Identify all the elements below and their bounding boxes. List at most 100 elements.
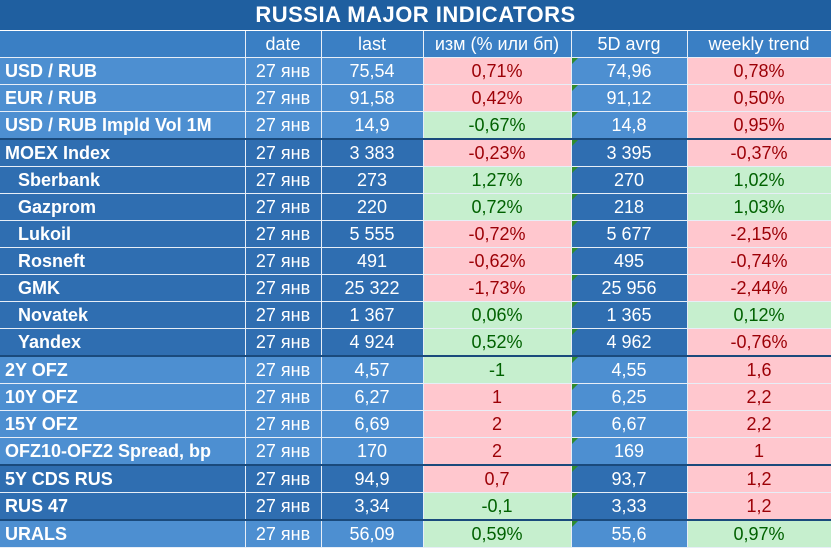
last-value-cell: 491 — [321, 247, 424, 275]
five-day-average-cell: 4,55 — [571, 355, 688, 384]
five-day-average-cell: 55,6 — [571, 519, 688, 548]
last-value-cell: 6,69 — [321, 410, 424, 438]
change-cell: 2 — [423, 410, 572, 438]
weekly-trend-cell: 0,12% — [687, 301, 831, 329]
five-day-average-cell: 495 — [571, 247, 688, 275]
change-cell: -0,23% — [423, 138, 572, 167]
table-row: OFZ10-OFZ2 Spread, bp 27 янв 170 2 169 1 — [0, 437, 831, 466]
table-row: GMK 27 янв 25 322 -1,73% 25 956 -2,44% — [0, 274, 831, 302]
five-day-average-cell: 5 677 — [571, 220, 688, 248]
last-value-cell: 273 — [321, 166, 424, 194]
weekly-trend-cell: 2,2 — [687, 410, 831, 438]
table-row: MOEX Index 27 янв 3 383 -0,23% 3 395 -0,37% — [0, 138, 831, 167]
table-row: 10Y OFZ 27 янв 6,27 1 6,25 2,2 — [0, 383, 831, 411]
indicator-name: USD / RUB Impld Vol 1M — [0, 111, 246, 140]
weekly-trend-cell: -0,37% — [687, 138, 831, 167]
five-day-average-cell: 1 365 — [571, 301, 688, 329]
date-cell: 27 янв — [245, 193, 322, 221]
table-row: 5Y CDS RUS 27 янв 94,9 0,7 93,7 1,2 — [0, 464, 831, 493]
header-change: изм (% или бп) — [423, 31, 572, 58]
change-cell: 2 — [423, 437, 572, 466]
header-weekly-trend: weekly trend — [687, 31, 831, 58]
header-row: date last изм (% или бп) 5D avrg weekly … — [0, 31, 831, 58]
date-cell: 27 янв — [245, 138, 322, 167]
five-day-average-cell: 93,7 — [571, 464, 688, 493]
header-date: date — [245, 31, 322, 58]
table-row: USD / RUB Impld Vol 1M 27 янв 14,9 -0,67% 14… — [0, 111, 831, 140]
date-cell: 27 янв — [245, 437, 322, 466]
table-row: USD / RUB 27 янв 75,54 0,71% 74,96 0,78% — [0, 57, 831, 85]
change-cell: 1,27% — [423, 166, 572, 194]
table-row: URALS 27 янв 56,09 0,59% 55,6 0,97% — [0, 519, 831, 548]
five-day-average-cell: 6,25 — [571, 383, 688, 411]
date-cell: 27 янв — [245, 57, 322, 85]
date-cell: 27 янв — [245, 328, 322, 357]
five-day-average-cell: 4 962 — [571, 328, 688, 357]
weekly-trend-cell: 1,2 — [687, 492, 831, 521]
indicator-name: Lukoil — [0, 220, 246, 248]
weekly-trend-cell: 1,6 — [687, 355, 831, 384]
date-cell: 27 янв — [245, 220, 322, 248]
weekly-trend-cell: 0,97% — [687, 519, 831, 548]
indicator-name: Sberbank — [0, 166, 246, 194]
five-day-average-cell: 74,96 — [571, 57, 688, 85]
five-day-average-cell: 91,12 — [571, 84, 688, 112]
change-cell: -0,72% — [423, 220, 572, 248]
change-cell: -1 — [423, 355, 572, 384]
weekly-trend-cell: 0,50% — [687, 84, 831, 112]
indicator-name: 5Y CDS RUS — [0, 464, 246, 493]
last-value-cell: 75,54 — [321, 57, 424, 85]
last-value-cell: 91,58 — [321, 84, 424, 112]
change-cell: 0,59% — [423, 519, 572, 548]
table-body: USD / RUB 27 янв 75,54 0,71% 74,96 0,78% EUR /… — [0, 57, 831, 548]
table-row: 15Y OFZ 27 янв 6,69 2 6,67 2,2 — [0, 410, 831, 438]
date-cell: 27 янв — [245, 410, 322, 438]
five-day-average-cell: 218 — [571, 193, 688, 221]
five-day-average-cell: 3,33 — [571, 492, 688, 521]
last-value-cell: 56,09 — [321, 519, 424, 548]
date-cell: 27 янв — [245, 274, 322, 302]
five-day-average-cell: 169 — [571, 437, 688, 466]
last-value-cell: 3,34 — [321, 492, 424, 521]
last-value-cell: 6,27 — [321, 383, 424, 411]
change-cell: -0,67% — [423, 111, 572, 140]
last-value-cell: 5 555 — [321, 220, 424, 248]
last-value-cell: 94,9 — [321, 464, 424, 493]
weekly-trend-cell: 1,2 — [687, 464, 831, 493]
weekly-trend-cell: -0,74% — [687, 247, 831, 275]
last-value-cell: 170 — [321, 437, 424, 466]
table-row: Rosneft 27 янв 491 -0,62% 495 -0,74% — [0, 247, 831, 275]
five-day-average-cell: 6,67 — [571, 410, 688, 438]
indicator-name: OFZ10-OFZ2 Spread, bp — [0, 437, 246, 466]
date-cell: 27 янв — [245, 111, 322, 140]
table-row: RUS 47 27 янв 3,34 -0,1 3,33 1,2 — [0, 492, 831, 521]
table-row: EUR / RUB 27 янв 91,58 0,42% 91,12 0,50% — [0, 84, 831, 112]
indicators-table: date last изм (% или бп) 5D avrg weekly … — [0, 31, 831, 548]
indicator-name: URALS — [0, 519, 246, 548]
indicator-name: Rosneft — [0, 247, 246, 275]
change-cell: -1,73% — [423, 274, 572, 302]
weekly-trend-cell: 2,2 — [687, 383, 831, 411]
last-value-cell: 220 — [321, 193, 424, 221]
indicator-name: Gazprom — [0, 193, 246, 221]
date-cell: 27 янв — [245, 492, 322, 521]
date-cell: 27 янв — [245, 301, 322, 329]
table-row: Yandex 27 янв 4 924 0,52% 4 962 -0,76% — [0, 328, 831, 357]
table-row: Lukoil 27 янв 5 555 -0,72% 5 677 -2,15% — [0, 220, 831, 248]
last-value-cell: 1 367 — [321, 301, 424, 329]
header-name — [0, 31, 246, 58]
change-cell: 0,06% — [423, 301, 572, 329]
header-5d-average: 5D avrg — [571, 31, 688, 58]
header-last: last — [321, 31, 424, 58]
date-cell: 27 янв — [245, 84, 322, 112]
date-cell: 27 янв — [245, 464, 322, 493]
indicator-name: Novatek — [0, 301, 246, 329]
last-value-cell: 4 924 — [321, 328, 424, 357]
last-value-cell: 4,57 — [321, 355, 424, 384]
last-value-cell: 14,9 — [321, 111, 424, 140]
indicator-name: RUS 47 — [0, 492, 246, 521]
weekly-trend-cell: 1,02% — [687, 166, 831, 194]
last-value-cell: 3 383 — [321, 138, 424, 167]
table-row: Gazprom 27 янв 220 0,72% 218 1,03% — [0, 193, 831, 221]
